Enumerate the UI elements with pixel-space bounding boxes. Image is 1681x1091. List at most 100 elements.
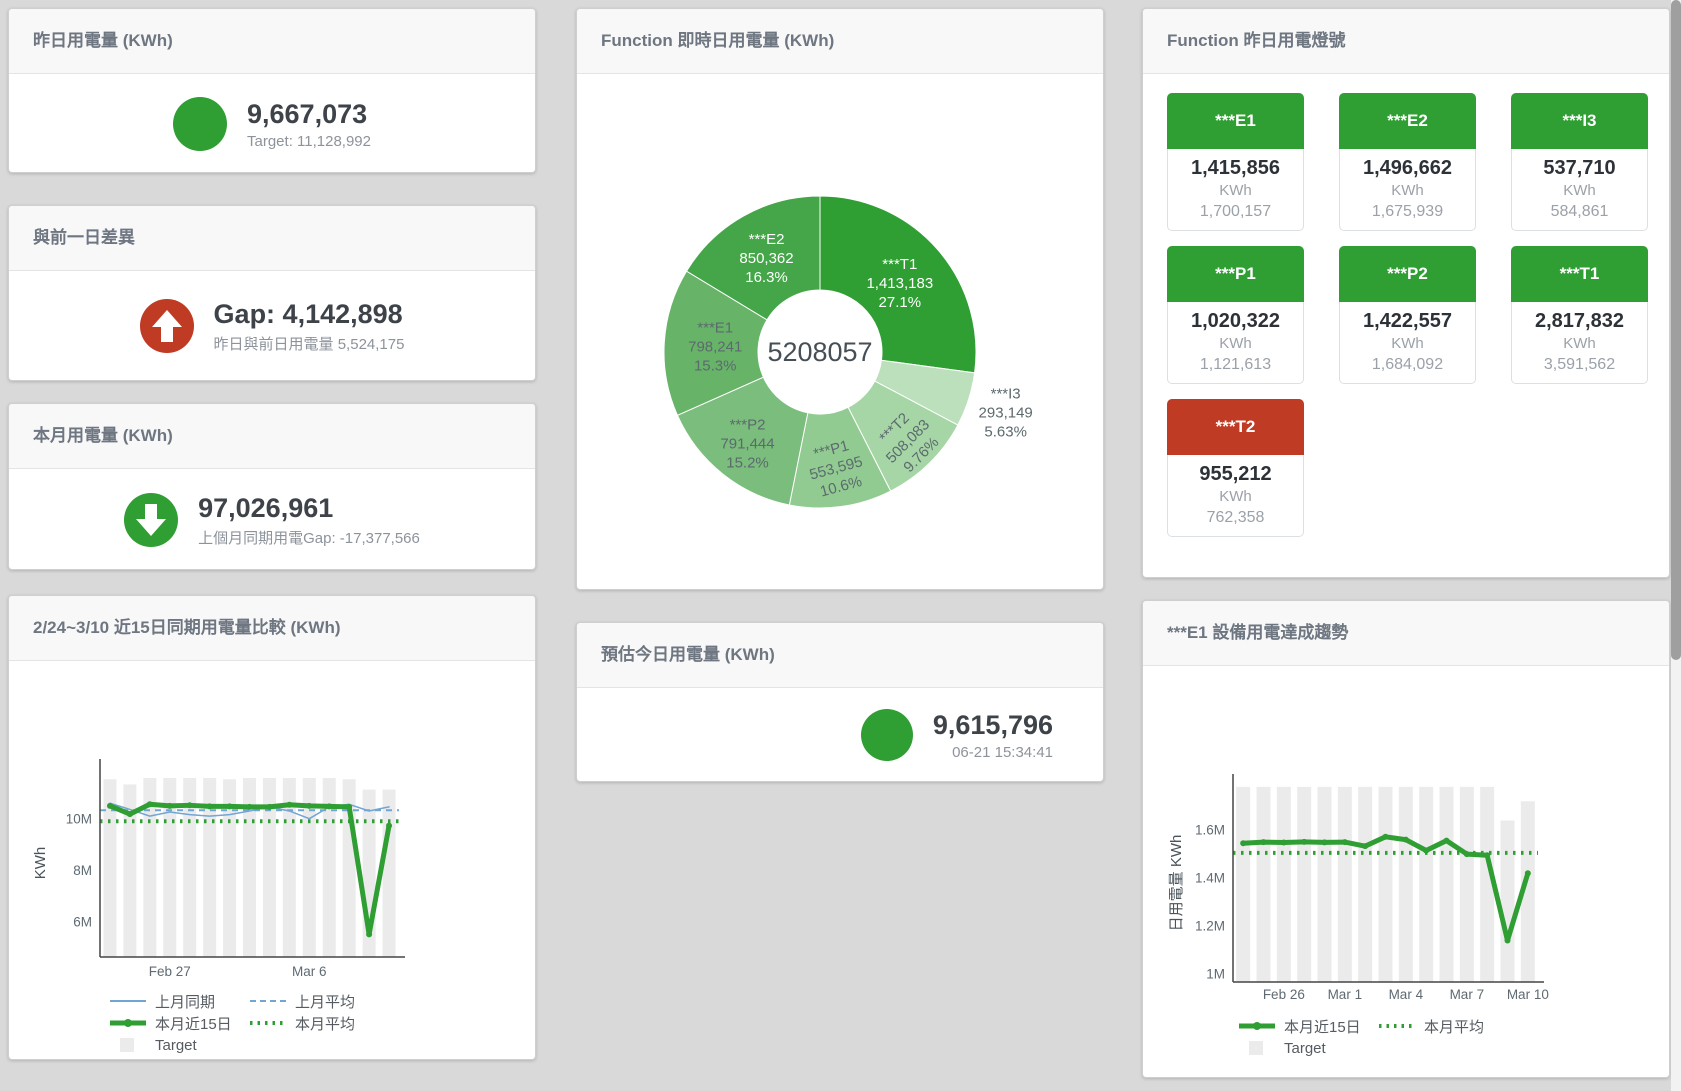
- data-point: [1402, 836, 1409, 843]
- tile-name: ***E1: [1215, 111, 1256, 130]
- y-tick-label: 1.6M: [1195, 823, 1225, 838]
- data-point: [1280, 839, 1287, 846]
- donut-slice-label: ***E2 850,362 16.3%: [739, 231, 793, 286]
- data-point: [286, 801, 293, 808]
- data-point: [1423, 847, 1430, 854]
- donut-chart-canvas[interactable]: ***T1 1,413,183 27.1% ***I3 293,149 5.63% ***T…: [577, 74, 1105, 592]
- kpi-text: 9,615,796 06-21 15:34:41: [933, 709, 1053, 761]
- x-tick-label: Mar 6: [292, 964, 327, 979]
- compare-chart-legend: 上月同期 上月平均本月近15日 本月平均 Target: [109, 990, 389, 1056]
- x-tick-label: Feb 26: [1263, 987, 1305, 1002]
- scrollbar-thumb[interactable]: [1671, 0, 1681, 660]
- compare-chart-canvas[interactable]: 6M 8M 10M Feb 27 Mar 6 KWh: [9, 661, 537, 991]
- status-tile: ***I3 537,710 KWh 584,861: [1511, 93, 1648, 231]
- tile-status-header: ***P2: [1339, 246, 1476, 302]
- legend-marker-glyph: [1253, 1022, 1261, 1030]
- tile-value: 955,212: [1199, 463, 1272, 485]
- legend-item[interactable]: 本月平均: [1378, 1016, 1518, 1037]
- legend-item[interactable]: Target: [109, 1037, 249, 1054]
- legend-item[interactable]: 上月平均: [249, 991, 389, 1012]
- y-tick-label: 1M: [1206, 967, 1225, 982]
- data-point: [346, 803, 353, 810]
- tile-target-value: 1,675,939: [1371, 203, 1444, 220]
- target-bar: [1358, 786, 1373, 982]
- trend-chart-legend: 本月近15日 本月平均 Target: [1238, 1015, 1518, 1059]
- kpi-value: 9,667,073: [247, 98, 368, 129]
- tile-name: ***T1: [1559, 264, 1600, 283]
- kpi-subtitle: 上個月同期用電Gap: -17,377,566: [198, 529, 420, 547]
- legend-bar-glyph: [120, 1038, 134, 1052]
- legend-bar-swatch: [1249, 1041, 1263, 1055]
- data-point: [1240, 840, 1247, 847]
- tile-status-header: ***P1: [1167, 246, 1304, 302]
- donut-center-total: 5208057: [767, 337, 872, 367]
- donut-label-line: ***E1: [697, 319, 733, 336]
- scrollbar-track[interactable]: [1671, 0, 1681, 1091]
- target-bar: [1236, 786, 1251, 982]
- target-bar: [1459, 786, 1474, 982]
- kpi-subtitle: 昨日與前日用電量 5,524,175: [213, 336, 405, 353]
- target-bar: [302, 778, 316, 957]
- data-point: [1362, 843, 1369, 850]
- panel-day-gap: 與前一日差異 Gap: 4,142,898 昨日與前日用電量 5,524,175: [8, 205, 536, 381]
- tile-value: 1,415,856: [1191, 157, 1280, 179]
- data-point: [386, 822, 393, 829]
- status-tile: ***T2 955,212 KWh 762,358: [1167, 399, 1304, 537]
- panel-title: 2/24~3/10 近15日同期用電量比較 (KWh): [9, 596, 535, 661]
- legend-item[interactable]: 本月近15日: [1238, 1016, 1378, 1037]
- legend-label: 上月同期: [155, 993, 216, 1011]
- legend-line-swatch: [250, 1000, 286, 1002]
- legend-item[interactable]: Target: [1238, 1040, 1378, 1057]
- legend-label: Target: [1284, 1039, 1326, 1057]
- data-point: [186, 802, 193, 809]
- kpi-subtitle: Target: 11,128,992: [247, 132, 371, 150]
- target-bar: [262, 778, 276, 957]
- data-point: [306, 802, 313, 809]
- tile-name: ***T2: [1215, 417, 1256, 436]
- legend-marker-glyph: [124, 1019, 132, 1027]
- target-bar: [103, 779, 117, 957]
- legend-label: 上月平均: [295, 993, 356, 1011]
- donut-label-line: ***P2: [730, 417, 766, 434]
- panel-title: 與前一日差異: [9, 206, 535, 271]
- status-tile: ***P1 1,020,322 KWh 1,121,613: [1167, 246, 1304, 384]
- legend-label: 本月近15日: [1284, 1018, 1361, 1036]
- panel-estimate-today: 預估今日用電量 (KWh) 9,615,796 06-21 15:34:41: [576, 622, 1104, 782]
- data-point: [106, 802, 113, 809]
- data-point: [1443, 837, 1450, 844]
- panel-title: 本月用電量 (KWh): [9, 404, 535, 469]
- legend-item[interactable]: 本月平均: [249, 1013, 389, 1034]
- legend-bar-glyph: [1249, 1041, 1263, 1055]
- tile-unit: KWh: [1219, 335, 1252, 352]
- y-tick-label: 1.2M: [1195, 919, 1225, 934]
- target-bar: [1297, 786, 1312, 982]
- data-point: [146, 801, 153, 808]
- donut-slice-label: ***E1 798,241 15.3%: [688, 319, 742, 374]
- legend-item[interactable]: 上月同期: [109, 991, 249, 1012]
- target-bar: [1398, 786, 1413, 982]
- target-bar: [1480, 786, 1495, 982]
- data-point: [1260, 839, 1267, 846]
- donut-label-line: 791,444: [720, 436, 774, 453]
- legend-bar-swatch: [120, 1038, 134, 1052]
- legend-line-swatch: [250, 1021, 286, 1025]
- target-bar: [1337, 786, 1352, 982]
- trend-chart-canvas[interactable]: 1M 1.2M 1.4M 1.6M Feb 26 Mar 1 Mar 4 Mar 7 Mar 1…: [1143, 666, 1671, 1006]
- legend-item[interactable]: 本月近15日: [109, 1013, 249, 1034]
- arrow-down-icon: [124, 492, 179, 547]
- y-tick-label: 1.4M: [1195, 871, 1225, 886]
- status-tiles-grid: ***E1 1,415,856 KWh 1,700,157 ***E2 1,496,662…: [1143, 74, 1669, 537]
- tile-target-value: 762,358: [1206, 509, 1265, 526]
- kpi-text: Gap: 4,142,898 昨日與前日用電量 5,524,175: [214, 298, 405, 354]
- panel-title: Function 昨日用電燈號: [1143, 9, 1669, 74]
- tile-name: ***P2: [1387, 264, 1428, 283]
- donut-label-line: ***T1: [882, 256, 917, 273]
- target-bar: [1276, 786, 1291, 982]
- donut-label-line: 15.2%: [726, 455, 769, 472]
- tile-target-value: 3,591,562: [1543, 356, 1616, 373]
- data-point: [326, 803, 333, 810]
- arrow-up-icon: [139, 299, 194, 353]
- panel-e1-trend: ***E1 設備用電達成趨勢 1M 1.2M 1.4M 1.6M Feb 26 Mar 1…: [1142, 600, 1670, 1078]
- tile-unit: KWh: [1563, 182, 1596, 199]
